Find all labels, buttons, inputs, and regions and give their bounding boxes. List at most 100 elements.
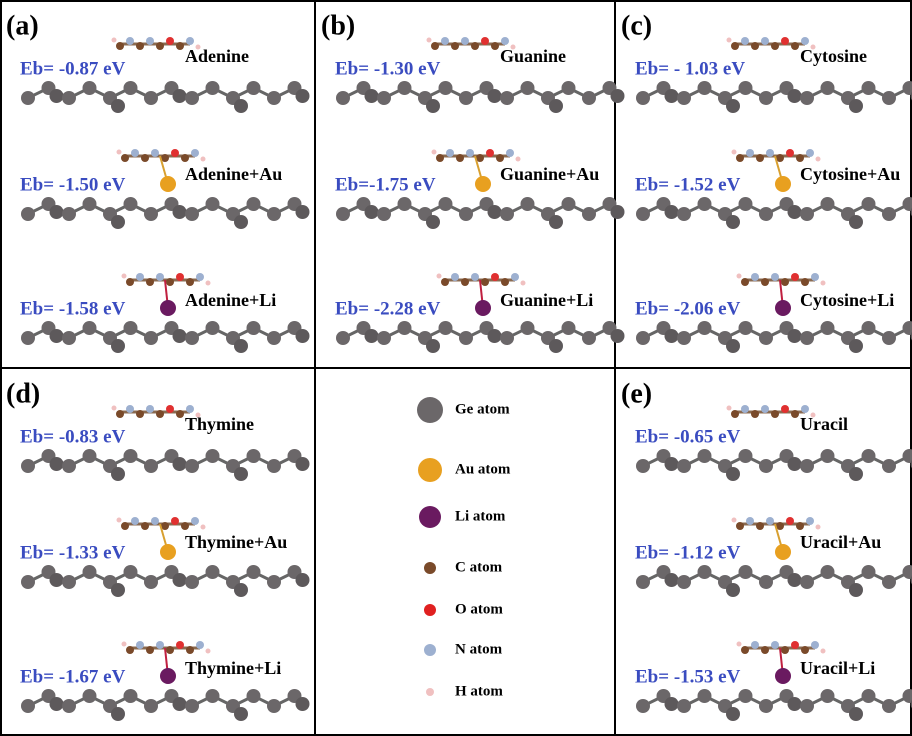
system-name: Uracil bbox=[800, 414, 848, 434]
ge-atom bbox=[849, 99, 863, 113]
panel-label: (d) bbox=[6, 378, 40, 409]
ge-atom bbox=[459, 91, 473, 105]
legend-label: H atom bbox=[455, 683, 503, 699]
legend-label: Li atom bbox=[455, 508, 506, 524]
atom bbox=[121, 154, 129, 162]
ge-atom bbox=[426, 215, 440, 229]
atom bbox=[806, 517, 814, 525]
ge-atom bbox=[124, 565, 138, 579]
system-name: Adenine bbox=[185, 46, 249, 66]
ge-atom bbox=[21, 207, 35, 221]
atom bbox=[126, 646, 134, 654]
h-atom bbox=[521, 281, 526, 286]
atom bbox=[176, 641, 184, 649]
system-name: Uracil+Li bbox=[800, 658, 875, 678]
ge-atom bbox=[144, 459, 158, 473]
ge-atom bbox=[459, 207, 473, 221]
h-atom bbox=[206, 281, 211, 286]
ge-atom bbox=[821, 81, 835, 95]
ge-chain bbox=[636, 689, 912, 721]
binding-energy: Eb= -1.50 eV bbox=[20, 174, 126, 195]
ge-atom bbox=[882, 331, 896, 345]
atom bbox=[441, 278, 449, 286]
ge-atom bbox=[234, 707, 248, 721]
ge-atom bbox=[500, 91, 514, 105]
au-atom bbox=[775, 544, 791, 560]
h-atom bbox=[727, 406, 732, 411]
atom bbox=[751, 641, 759, 649]
ge-atom bbox=[111, 467, 125, 481]
atom bbox=[146, 405, 154, 413]
ge-atom bbox=[247, 81, 261, 95]
binding-energy: Eb= -0.87 eV bbox=[20, 58, 126, 79]
ge-atom bbox=[739, 197, 753, 211]
legend-label: N atom bbox=[455, 641, 503, 657]
ge-atom bbox=[698, 449, 712, 463]
atom bbox=[731, 410, 739, 418]
ge-atom bbox=[62, 575, 76, 589]
ge-atom bbox=[759, 91, 773, 105]
ge-atom bbox=[267, 91, 281, 105]
atom bbox=[481, 37, 489, 45]
ge-atom bbox=[849, 707, 863, 721]
atom bbox=[751, 42, 759, 50]
ge-atom bbox=[636, 575, 650, 589]
ge-atom bbox=[611, 329, 625, 343]
ge-atom bbox=[439, 197, 453, 211]
ge-atom bbox=[206, 689, 220, 703]
ge-atom bbox=[62, 459, 76, 473]
atom bbox=[141, 154, 149, 162]
ge-chain bbox=[21, 197, 310, 229]
ge-atom bbox=[726, 583, 740, 597]
ge-atom bbox=[62, 331, 76, 345]
atom bbox=[136, 42, 144, 50]
ge-atom bbox=[821, 321, 835, 335]
atom bbox=[781, 37, 789, 45]
ge-atom bbox=[862, 81, 876, 95]
binding-energy: Eb=-1.75 eV bbox=[335, 174, 436, 195]
atom bbox=[176, 273, 184, 281]
ge-chain bbox=[336, 197, 625, 229]
legend-label: C atom bbox=[455, 559, 503, 575]
ge-atom bbox=[698, 197, 712, 211]
ge-atom bbox=[206, 449, 220, 463]
ge-atom bbox=[903, 689, 912, 703]
ge-atom bbox=[677, 331, 691, 345]
atom bbox=[801, 278, 809, 286]
atom bbox=[146, 278, 154, 286]
h-atom bbox=[432, 150, 437, 155]
legend-marker bbox=[419, 506, 441, 528]
ge-atom bbox=[111, 339, 125, 353]
ge-atom bbox=[800, 575, 814, 589]
ge-atom bbox=[862, 449, 876, 463]
legend-marker bbox=[426, 688, 434, 696]
atom bbox=[181, 154, 189, 162]
ge-atom bbox=[185, 91, 199, 105]
ge-atom bbox=[185, 207, 199, 221]
ge-atom bbox=[665, 329, 679, 343]
ge-atom bbox=[636, 699, 650, 713]
ge-atom bbox=[788, 329, 802, 343]
atom bbox=[196, 641, 204, 649]
ge-atom bbox=[336, 91, 350, 105]
ge-atom bbox=[111, 707, 125, 721]
atom bbox=[796, 154, 804, 162]
ge-atom bbox=[124, 321, 138, 335]
ge-atom bbox=[849, 339, 863, 353]
atom bbox=[741, 37, 749, 45]
binding-energy: Eb= -2.28 eV bbox=[335, 298, 441, 319]
atom bbox=[116, 42, 124, 50]
atom bbox=[171, 517, 179, 525]
atom bbox=[791, 42, 799, 50]
ge-atom bbox=[636, 91, 650, 105]
binding-energy: Eb= -1.53 eV bbox=[635, 666, 741, 687]
ge-atom bbox=[739, 81, 753, 95]
atom bbox=[126, 37, 134, 45]
ge-atom bbox=[296, 457, 310, 471]
atom bbox=[176, 410, 184, 418]
atom bbox=[736, 522, 744, 530]
ge-atom bbox=[677, 91, 691, 105]
h-atom bbox=[737, 642, 742, 647]
ge-atom bbox=[849, 215, 863, 229]
atom bbox=[791, 641, 799, 649]
